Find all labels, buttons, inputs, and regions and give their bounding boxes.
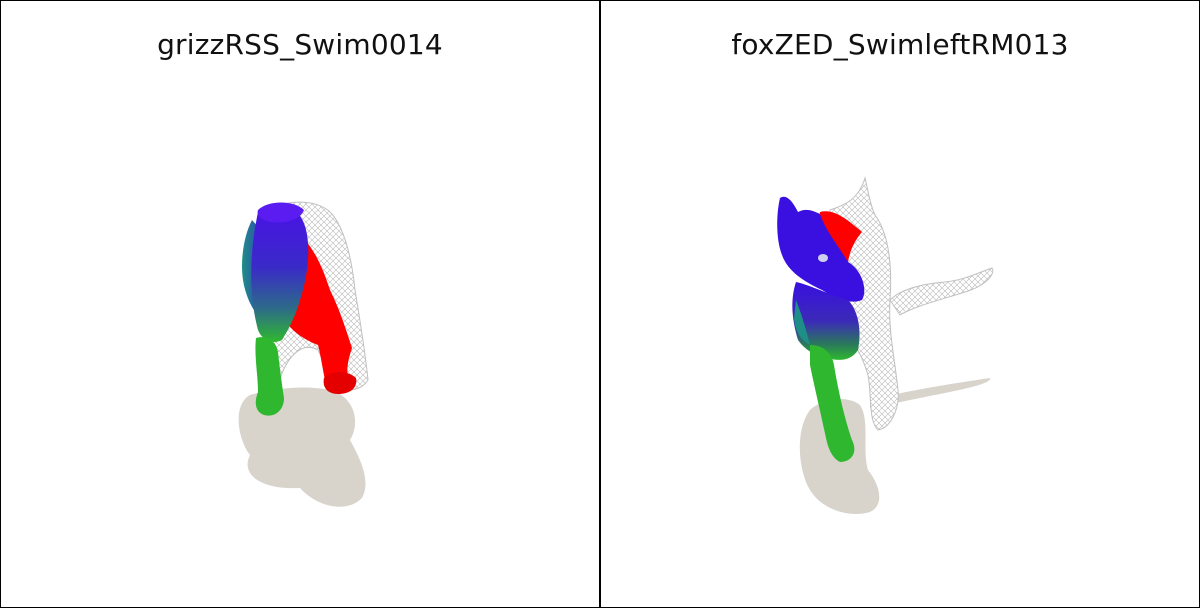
fox-render [777,176,994,514]
grizz-blue-body [251,205,309,342]
panel-grizz: grizzRSS_Swim0014 [157,28,443,507]
fox-blue-head [777,196,865,302]
grizz-green-leg [255,337,284,416]
grizz-red-paw [323,372,357,394]
panel-title-fox: foxZED_SwimleftRM013 [731,28,1069,61]
panel-fox: foxZED_SwimleftRM013 [600,0,1200,608]
fox-eye-icon [818,254,828,262]
fox-green-leg [810,345,855,462]
panel-divider [599,0,601,608]
fox-wireframe-tail [889,267,994,316]
fox-tail-shadow [870,378,991,408]
fox-body [792,282,860,360]
grizz-head [257,202,304,223]
grizz-render [238,201,369,507]
fox-teal-patch [794,300,810,345]
grizz-shadow [238,387,366,507]
panel-title-grizz: grizzRSS_Swim0014 [157,28,443,61]
